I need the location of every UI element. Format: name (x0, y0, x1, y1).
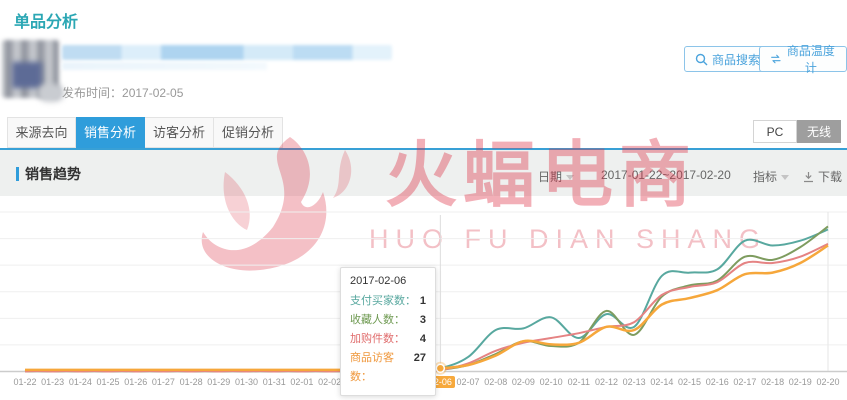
product-thermometer-button[interactable]: 商品温度计 (759, 44, 847, 75)
x-axis-label: 02-08 (484, 377, 508, 387)
tooltip-label-cart-adds: 加购件数： (350, 333, 405, 345)
product-subtitle-blurred (62, 62, 267, 70)
date-filter-dropdown[interactable]: 日期 (538, 168, 575, 185)
download-icon (804, 171, 813, 182)
tooltip-label-visitors: 商品访客数： (350, 352, 394, 383)
x-axis-label: 01-29 (207, 377, 231, 387)
search-icon (695, 53, 708, 65)
analysis-tabs: 来源去向 销售分析 访客分析 促销分析 (7, 117, 283, 148)
tooltip-value-cart-adds: 4 (419, 333, 426, 345)
page-title: 单品分析 (14, 14, 79, 31)
tooltip-value-favorites: 3 (419, 314, 426, 326)
x-axis-label: 02-19 (788, 377, 812, 387)
device-toggle: PC 无线 (753, 120, 841, 143)
section-title-marker (16, 167, 19, 181)
date-range-value: 2017-01-22~2017-02-20 (601, 168, 731, 182)
tooltip-label-favorites: 收藏人数： (350, 314, 405, 326)
blur-artifact (38, 84, 64, 102)
tab-visitor-analysis[interactable]: 访客分析 (145, 117, 214, 148)
x-axis-label: 01-26 (124, 377, 148, 387)
section-title: 销售趋势 (16, 164, 81, 184)
metric-dropdown[interactable]: 指标 (753, 168, 790, 185)
x-axis-label: 02-10 (539, 377, 563, 387)
tooltip-row: 支付买家数： 1 (350, 292, 426, 311)
x-axis-label: 02-14 (650, 377, 674, 387)
x-axis-label: 01-24 (68, 377, 92, 387)
x-axis-label: 02-13 (622, 377, 646, 387)
x-axis-label: 02-16 (705, 377, 729, 387)
tooltip-label-pay-buyers: 支付买家数： (350, 295, 416, 307)
x-axis-label: 02-17 (733, 377, 757, 387)
tab-promotion-analysis[interactable]: 促销分析 (214, 117, 283, 148)
product-thumbnail-detail (12, 62, 42, 88)
publish-time-label: 发布时间： (62, 86, 123, 100)
x-axis-label: 02-01 (290, 377, 314, 387)
x-axis-label: 02-20 (816, 377, 840, 387)
tab-source-destination[interactable]: 来源去向 (7, 117, 76, 148)
x-axis-label: 02-09 (511, 377, 535, 387)
x-axis-label: 01-31 (262, 377, 286, 387)
x-axis-label: 02-18 (761, 377, 785, 387)
x-axis-label: 02-07 (456, 377, 480, 387)
x-axis-label: 02-15 (678, 377, 702, 387)
tooltip-row: 收藏人数： 3 (350, 311, 426, 330)
x-axis-label: 02-02 (318, 377, 342, 387)
product-title-blurred (62, 45, 392, 60)
tab-sales-analysis[interactable]: 销售分析 (76, 117, 145, 148)
swap-icon (771, 54, 781, 64)
x-axis-label: 01-30 (235, 377, 259, 387)
download-button[interactable]: 下载 (803, 168, 842, 185)
chart-tooltip: 2017-02-06 支付买家数： 1 收藏人数： 3 加购件数： 4 商品访客数： 2… (340, 267, 436, 396)
publish-time-value: 2017-02-05 (122, 86, 184, 100)
product-search-label: 商品搜索 (712, 52, 761, 67)
toggle-pc[interactable]: PC (753, 120, 797, 143)
x-axis-label: 02-11 (567, 377, 590, 387)
x-axis-label: 01-27 (151, 377, 175, 387)
x-axis-label: 02-12 (594, 377, 618, 387)
tab-underline (0, 148, 847, 150)
product-thermometer-label: 商品温度计 (786, 44, 835, 75)
x-axis-label: 01-23 (41, 377, 65, 387)
chevron-down-icon (566, 175, 575, 180)
tooltip-row: 商品访客数： 27 (350, 349, 426, 387)
x-axis-label: 01-25 (96, 377, 120, 387)
section-title-text: 销售趋势 (25, 166, 81, 182)
sales-trend-section-bar (0, 150, 847, 196)
download-label: 下载 (818, 170, 843, 184)
product-search-button[interactable]: 商品搜索 (684, 46, 772, 72)
highlight-dot (435, 363, 446, 374)
chevron-down-icon (781, 175, 790, 180)
publish-time: 发布时间：2017-02-05 (62, 84, 183, 101)
tooltip-value-visitors: 27 (413, 352, 426, 364)
tooltip-date: 2017-02-06 (350, 275, 407, 287)
watermark-subtext: HUO FU DIAN SHANG (369, 224, 768, 254)
tooltip-row: 加购件数： 4 (350, 330, 426, 349)
x-axis-label: 01-22 (13, 377, 37, 387)
toggle-wireless[interactable]: 无线 (797, 120, 841, 143)
tooltip-value-pay-buyers: 1 (419, 295, 426, 307)
x-axis-label: 01-28 (179, 377, 203, 387)
